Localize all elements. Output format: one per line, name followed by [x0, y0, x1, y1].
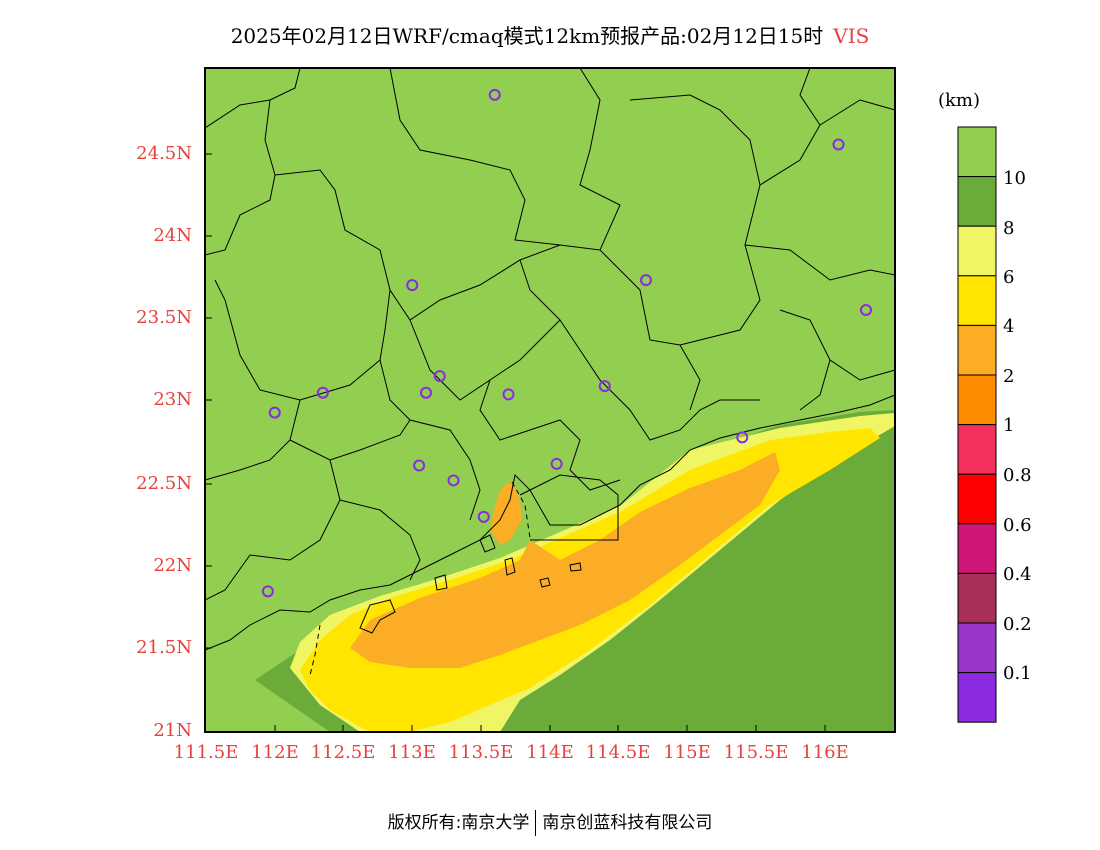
y-tick-label: 22.5N	[136, 473, 192, 494]
colorbar-label: 1	[1003, 415, 1015, 436]
colorbar-swatch	[957, 374, 997, 426]
y-tick-label: 22N	[153, 555, 192, 576]
variable-name: VIS	[833, 24, 870, 48]
y-tick-label: 24.5N	[136, 143, 192, 164]
x-tick-label: 112.5E	[310, 742, 376, 763]
x-tick-label: 112E	[251, 742, 299, 763]
colorbar-label: 10	[1003, 168, 1026, 189]
colorbar-unit: (km)	[938, 90, 981, 111]
colorbar-label: 8	[1003, 218, 1015, 239]
colorbar-label: 0.8	[1003, 465, 1032, 486]
station-marker	[316, 386, 329, 399]
x-tick-label: 111.5E	[173, 742, 239, 763]
x-tick-label: 113E	[388, 742, 436, 763]
colorbar-label: 0.1	[1003, 663, 1032, 684]
colorbar-label: 4	[1003, 316, 1015, 337]
map-title: 2025年02月12日WRF/cmaq模式12km预报产品:02月12日15时 V…	[0, 20, 1100, 49]
colorbar-swatch	[957, 473, 997, 525]
coastline	[205, 394, 895, 651]
colorbar-label: 0.2	[1003, 614, 1032, 635]
colorbar-label: 6	[1003, 267, 1015, 288]
colorbar	[957, 126, 997, 723]
colorbar-label: 0.4	[1003, 564, 1032, 585]
company-name: 南京创蓝科技有限公司	[542, 813, 713, 833]
y-tick-label: 21N	[153, 720, 192, 741]
map-plot-area	[205, 68, 895, 732]
x-tick-label: 113.5E	[448, 742, 514, 763]
copyright-text: 版权所有:南京大学	[387, 813, 530, 833]
station-marker	[860, 303, 872, 316]
y-tick-label: 23N	[153, 389, 192, 410]
colorbar-swatch	[957, 672, 997, 723]
footer: 版权所有:南京大学 南京创蓝科技有限公司	[0, 808, 1100, 836]
x-tick-label: 115E	[663, 742, 711, 763]
colorbar-swatch	[957, 176, 997, 227]
station-marker	[420, 386, 432, 399]
vis-band-2-4	[350, 452, 780, 668]
station-marker	[433, 370, 446, 383]
x-tick-label: 116E	[801, 742, 849, 763]
station-marker	[261, 585, 274, 598]
colorbar-swatch	[957, 126, 997, 178]
station-marker	[268, 406, 281, 419]
dashed-boundary	[309, 624, 321, 676]
station-marker	[640, 274, 652, 287]
station-marker	[736, 431, 749, 444]
x-tick-label: 114E	[526, 742, 574, 763]
y-tick-label: 24N	[153, 225, 192, 246]
colorbar-swatch	[957, 572, 997, 624]
station-markers	[261, 88, 872, 598]
admin-boundaries	[205, 68, 895, 601]
x-tick-label: 114.5E	[585, 742, 651, 763]
station-marker	[477, 510, 490, 523]
axis-ticks	[205, 153, 826, 732]
station-marker	[488, 88, 501, 101]
colorbar-swatch	[957, 622, 997, 674]
colorbar-swatch	[957, 275, 997, 326]
y-tick-label: 21.5N	[136, 637, 192, 658]
colorbar-label: 0.6	[1003, 515, 1032, 536]
colorbar-swatch	[957, 225, 997, 277]
station-marker	[832, 138, 845, 151]
colorbar-swatch	[957, 523, 997, 574]
islands	[359, 534, 582, 634]
colorbar-swatch	[957, 424, 997, 475]
footer-divider	[535, 810, 537, 836]
station-marker	[406, 279, 419, 292]
station-marker	[413, 459, 426, 472]
title-text: 2025年02月12日WRF/cmaq模式12km预报产品:02月12日15时	[230, 24, 824, 48]
dashed-boundary-2	[511, 481, 531, 539]
vis-band-2-4-north	[490, 480, 522, 545]
station-marker	[502, 388, 515, 401]
station-marker	[598, 380, 611, 393]
y-tick-label: 23.5N	[136, 307, 192, 328]
station-marker	[447, 474, 460, 487]
colorbar-swatch	[957, 324, 997, 376]
x-tick-label: 115.5E	[723, 742, 789, 763]
station-marker	[550, 457, 563, 470]
colorbar-label: 2	[1003, 366, 1015, 387]
